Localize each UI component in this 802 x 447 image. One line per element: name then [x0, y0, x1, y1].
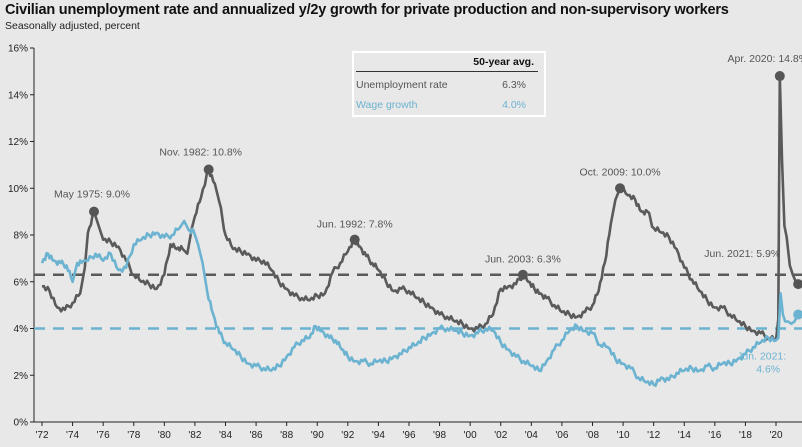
x-tick-label: '08 — [586, 430, 599, 441]
legend-divider — [356, 71, 538, 72]
annotation-marker — [793, 279, 802, 290]
x-tick-label: '02 — [494, 430, 507, 441]
x-tick-label: '80 — [158, 430, 171, 441]
legend-header: 50-year avg. — [473, 56, 534, 68]
x-tick-label: '92 — [341, 430, 354, 441]
x-tick-label: '74 — [66, 430, 79, 441]
legend-value: 6.3% — [502, 79, 526, 91]
legend-label: Unemployment rate — [356, 79, 448, 91]
annotation-label: Jun. 1992: 7.8% — [317, 219, 393, 231]
x-tick-label: '10 — [617, 430, 630, 441]
y-tick-label: 6% — [14, 277, 29, 288]
x-tick-label: '96 — [402, 430, 415, 441]
y-tick-label: 10% — [8, 184, 28, 195]
annotation-marker — [774, 71, 785, 82]
annotation-label: 4.6% — [756, 363, 780, 375]
y-tick-label: 16% — [8, 44, 28, 55]
chart-subtitle: Seasonally adjusted, percent — [5, 20, 140, 32]
annotation-marker — [793, 309, 802, 320]
x-tick-label: '76 — [97, 430, 110, 441]
x-tick-label: '04 — [525, 430, 538, 441]
annotation-marker — [615, 183, 626, 194]
y-tick-label: 0% — [14, 418, 29, 429]
series-line-unemployment-rate — [41, 74, 800, 342]
x-tick-label: '78 — [127, 430, 140, 441]
y-tick-label: 2% — [14, 371, 29, 382]
x-tick-label: '06 — [555, 430, 568, 441]
x-tick-label: '72 — [35, 430, 48, 441]
series-line-wage-growth — [40, 219, 800, 387]
y-tick-label: 14% — [8, 90, 28, 101]
x-tick-label: '86 — [250, 430, 263, 441]
series-lines — [40, 74, 800, 387]
annotation-marker — [517, 269, 528, 280]
legend-value: 4.0% — [502, 99, 526, 111]
x-tick-label: '98 — [433, 430, 446, 441]
axes: 0% 2% 4% 6% 8% 10% 12% 14% 16% '72 '74 '76 '78 '80 '82… — [8, 44, 802, 441]
x-tick-label: '84 — [219, 430, 232, 441]
annotation-label: Jun. 2021: — [737, 350, 786, 362]
reference-lines — [34, 273, 802, 330]
annotations: May 1975: 9.0% Nov. 1982: 10.8% Jun. 1992:… — [54, 53, 802, 375]
annotation-marker — [88, 206, 99, 217]
y-tick-label: 4% — [14, 324, 29, 335]
x-tick-label: '18 — [739, 430, 752, 441]
legend-table: 50-year avg. Unemployment rate 6.3% Wage… — [352, 51, 546, 117]
annotation-label: Apr. 2020: 14.8% — [728, 53, 802, 65]
annotation-marker — [349, 234, 360, 245]
x-tick-label: '88 — [280, 430, 293, 441]
x-tick-label: '00 — [464, 430, 477, 441]
x-tick-label: '16 — [708, 430, 721, 441]
y-tick-label: 8% — [14, 231, 29, 242]
x-tick-label: '82 — [188, 430, 201, 441]
annotation-marker — [203, 164, 214, 175]
x-tick-label: '12 — [647, 430, 660, 441]
annotation-label: Jun. 2003: 6.3% — [485, 254, 561, 266]
legend-label: Wage growth — [356, 99, 418, 111]
x-tick-label: '14 — [678, 430, 691, 441]
annotation-label: May 1975: 9.0% — [54, 189, 130, 201]
y-tick-label: 12% — [8, 137, 28, 148]
annotation-label: Jun. 2021: 5.9% — [704, 248, 780, 260]
x-tick-label: '90 — [311, 430, 324, 441]
chart-title: Civilian unemployment rate and annualize… — [5, 2, 729, 18]
annotation-label: Nov. 1982: 10.8% — [159, 147, 242, 159]
x-tick-label: '94 — [372, 430, 385, 441]
annotation-label: Oct. 2009: 10.0% — [579, 166, 660, 178]
x-tick-label: '20 — [769, 430, 782, 441]
